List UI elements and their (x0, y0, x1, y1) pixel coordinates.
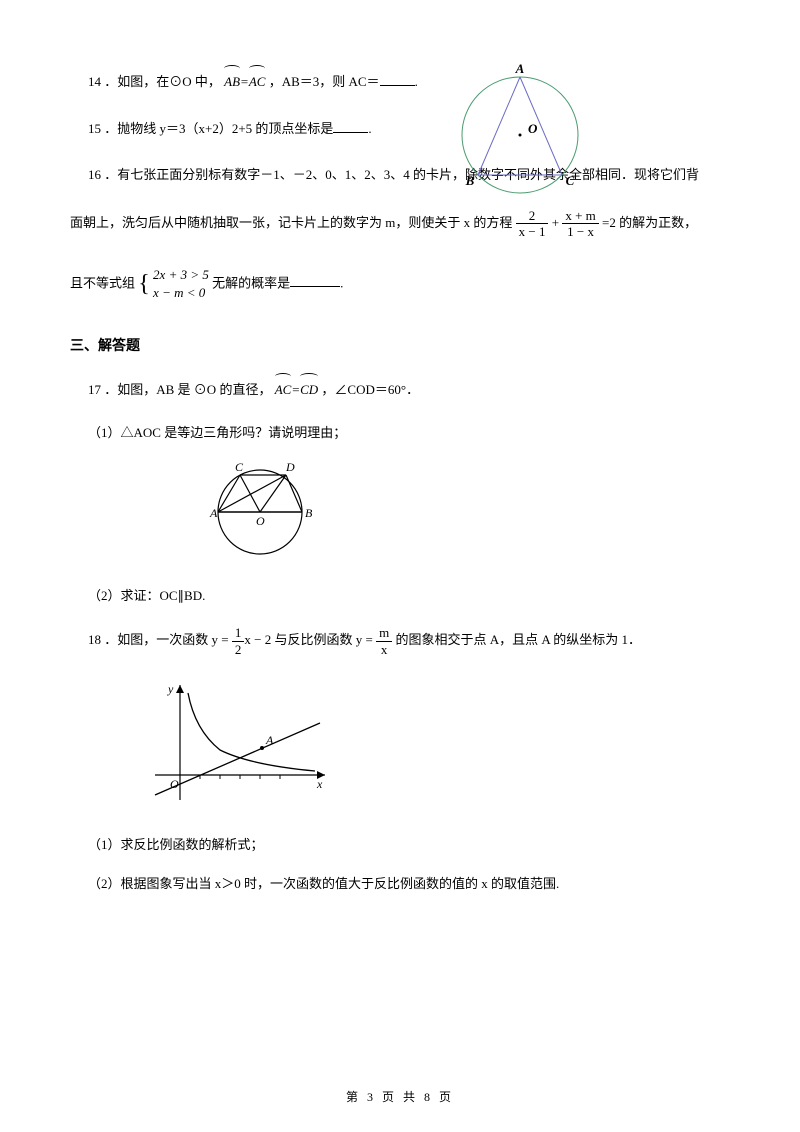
q18-line1c: 的图象相交于点 A，且点 A 的纵坐标为 1． (395, 632, 641, 647)
q16-line3a: 且不等式组 (70, 275, 138, 290)
q17-sub1: （1）△AOC 是等边三角形吗？请说明理由； (88, 423, 730, 444)
q16-line2b: =2 的解为正数， (602, 215, 697, 230)
question-15: 15 ．抛物线 y＝3（x+2）2+5 的顶点坐标是. (88, 115, 730, 144)
svg-text:x: x (316, 777, 323, 791)
arc-ac: AC (249, 68, 266, 97)
page-footer: 第 3 页 共 8 页 (0, 1088, 800, 1107)
eq-linear: y = 12x − 2 (212, 632, 272, 647)
question-16-line3: 且不等式组 { 2x + 3 > 5 x − m < 0 无解的概率是. (70, 258, 730, 311)
q18-sub2: （2）根据图象写出当 x＞0 时，一次函数的值大于反比例函数的值的 x 的取值范… (88, 874, 730, 895)
svg-text:D: D (285, 462, 295, 474)
question-16-line2: 面朝上，洗匀后从中随机抽取一张，记卡片上的数字为 m，则使关于 x 的方程 2x… (70, 208, 730, 240)
svg-text:y: y (167, 682, 174, 696)
q16-line2a: 面朝上，洗匀后从中随机抽取一张，记卡片上的数字为 m，则使关于 x 的方程 (70, 215, 516, 230)
question-18-line1: 18 ．如图，一次函数 y = 12x − 2 与反比例函数 y = mx 的图… (88, 625, 730, 657)
svg-text:A: A (209, 506, 218, 520)
arc-cd-17: CD (300, 376, 318, 405)
figure-function-graph: A O x y (140, 675, 730, 817)
q18-line1a: 18 ．如图，一次函数 (88, 632, 212, 647)
svg-text:O: O (170, 777, 179, 791)
svg-text:O: O (256, 514, 265, 528)
svg-text:B: B (465, 173, 475, 188)
q17-line1b: ，∠COD＝60°． (321, 382, 419, 397)
q16-line3b: 无解的概率是 (212, 275, 290, 290)
arc-ab: AB (224, 68, 240, 97)
svg-text:A: A (515, 61, 525, 76)
figure-aobd-circle: A B C D O (190, 462, 730, 569)
eq-inverse: y = mx (356, 632, 392, 647)
q14-middle: ，AB＝3，则 AC＝ (269, 74, 380, 89)
figure-circle-triangle: A B C O (430, 55, 610, 207)
q16-line3c: . (340, 275, 343, 290)
q18-sub1: （1）求反比例函数的解析式； (88, 835, 730, 856)
q14-suffix: . (415, 74, 418, 89)
brace-left: { (138, 258, 150, 311)
sys-row2: x − m < 0 (153, 284, 209, 302)
section-3-title: 三、解答题 (70, 336, 730, 358)
question-17-line1: 17 ．如图，AB 是 ⊙O 的直径， AC=CD ，∠COD＝60°． (88, 376, 730, 405)
question-14: 14 ．如图，在⊙O 中， AB=AC ，AB＝3，则 AC＝. (88, 68, 730, 97)
sys-row1: 2x + 3 > 5 (153, 266, 209, 284)
frac-xpm-over-1mx: x + m1 − x (562, 208, 598, 240)
blank-15 (333, 119, 368, 133)
arc-ac-17: AC (275, 376, 292, 405)
inequality-system: 2x + 3 > 5 x − m < 0 (153, 266, 209, 302)
q16-plus: + (552, 215, 563, 230)
question-16-line1: 16 ．有七张正面分别标有数字－1、－2、0、1、2、3、4 的卡片，除数字不同… (88, 161, 730, 190)
svg-text:A: A (265, 733, 274, 747)
blank-14 (380, 72, 415, 86)
svg-text:C: C (235, 462, 244, 474)
frac-2-over-xm1: 2x − 1 (516, 208, 549, 240)
q15-text-b: . (368, 121, 371, 136)
q17-sub2: （2）求证：OC∥BD. (88, 586, 730, 607)
svg-text:C: C (566, 173, 575, 188)
blank-16 (290, 273, 340, 287)
svg-text:B: B (305, 506, 313, 520)
arc-eq-17: = (291, 382, 300, 397)
q18-line1b: 与反比例函数 (274, 632, 355, 647)
q15-text-a: 15 ．抛物线 y＝3（x+2）2+5 的顶点坐标是 (88, 121, 333, 136)
q14-prefix: 14 ．如图，在⊙O 中， (88, 74, 221, 89)
arc-eq: = (240, 74, 249, 89)
q17-line1a: 17 ．如图，AB 是 ⊙O 的直径， (88, 382, 271, 397)
svg-text:O: O (528, 121, 538, 136)
